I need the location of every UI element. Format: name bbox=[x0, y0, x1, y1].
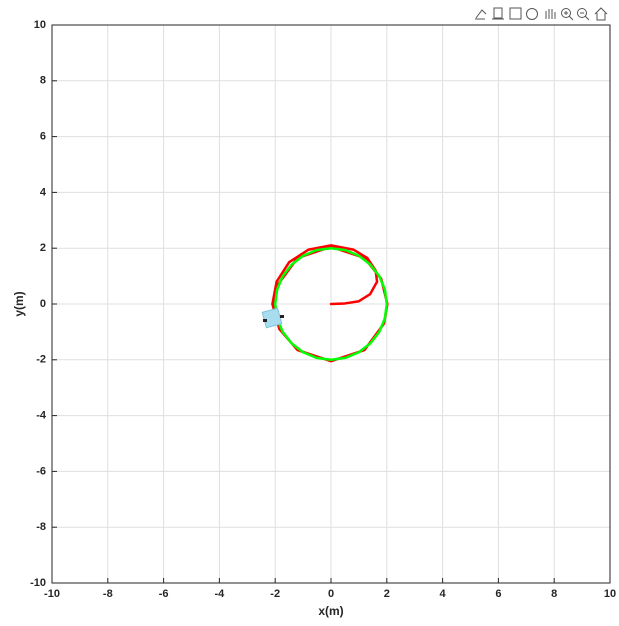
x-tick-label: -2 bbox=[270, 588, 280, 600]
y-tick-label: -6 bbox=[36, 465, 46, 477]
y-axis-label: y(m) bbox=[12, 291, 26, 316]
robot-wheel bbox=[263, 319, 267, 322]
x-tick-label: 8 bbox=[551, 588, 557, 600]
x-tick-label: 10 bbox=[604, 588, 616, 600]
y-tick-label: 6 bbox=[40, 131, 46, 143]
x-tick-label: 6 bbox=[495, 588, 501, 600]
y-tick-label: 10 bbox=[34, 19, 46, 31]
robot-wheel bbox=[280, 315, 284, 318]
robot-body bbox=[261, 307, 283, 329]
x-axis-label: x(m) bbox=[318, 604, 343, 618]
toolbar-button[interactable] bbox=[475, 9, 487, 20]
toolbar-button[interactable] bbox=[492, 7, 504, 20]
y-tick-label: -8 bbox=[36, 521, 46, 533]
y-tick-label: -2 bbox=[36, 354, 46, 366]
toolbar-button[interactable] bbox=[564, 11, 574, 21]
y-tick-label: 8 bbox=[40, 75, 46, 87]
y-tick-label: -10 bbox=[30, 577, 46, 589]
x-tick-label: -8 bbox=[103, 588, 113, 600]
robot bbox=[261, 307, 284, 329]
toolbar-button[interactable] bbox=[509, 7, 522, 20]
toolbar-button[interactable] bbox=[594, 7, 608, 21]
x-tick-label: 0 bbox=[328, 588, 334, 600]
y-tick-label: 0 bbox=[40, 298, 46, 310]
toolbar-button[interactable] bbox=[526, 8, 538, 20]
toolbar-button[interactable] bbox=[545, 9, 556, 19]
x-tick-label: 4 bbox=[440, 588, 447, 600]
y-tick-label: 2 bbox=[40, 242, 46, 254]
x-tick-label: -10 bbox=[44, 588, 60, 600]
trajectory-line bbox=[273, 246, 389, 362]
x-tick-label: -4 bbox=[215, 588, 226, 600]
toolbar-button[interactable] bbox=[561, 8, 571, 18]
x-tick-label: -6 bbox=[159, 588, 169, 600]
y-tick-label: 4 bbox=[40, 186, 47, 198]
toolbar[interactable] bbox=[475, 7, 608, 21]
toolbar-button[interactable] bbox=[580, 12, 590, 21]
toolbar-button[interactable] bbox=[577, 8, 587, 18]
y-tick-label: -4 bbox=[36, 410, 47, 422]
x-tick-label: 2 bbox=[384, 588, 390, 600]
